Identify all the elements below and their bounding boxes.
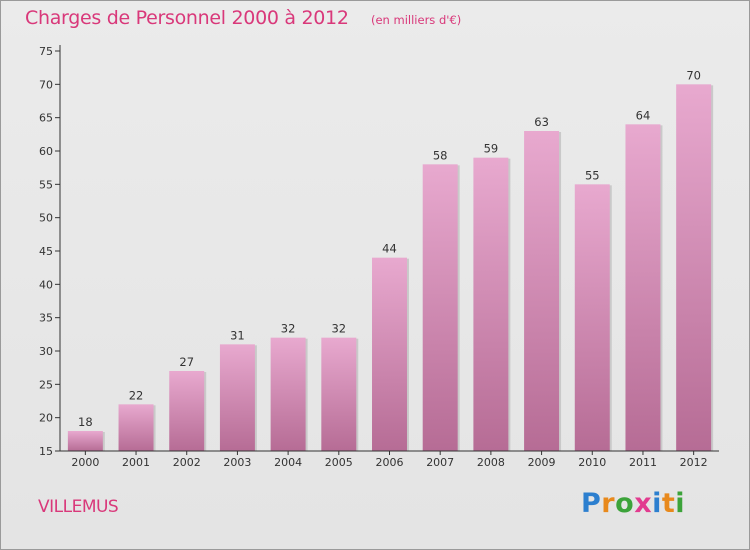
x-tick-label: 2010: [578, 456, 606, 469]
y-tick-label: 70: [39, 78, 53, 91]
x-tick-label: 2011: [629, 456, 657, 469]
bar-value-label: 59: [484, 142, 499, 156]
bar-2011: [625, 124, 661, 451]
bar-2004: [270, 337, 306, 451]
bar-value-label: 58: [433, 148, 448, 162]
x-tick-label: 2002: [173, 456, 201, 469]
brand-letter: t: [661, 488, 676, 519]
y-tick-label: 40: [39, 278, 53, 291]
y-tick-label: 60: [39, 145, 53, 158]
x-tick-label: 2004: [274, 456, 302, 469]
x-tick-label: 2001: [122, 456, 150, 469]
x-tick-label: 2000: [71, 456, 99, 469]
bar-value-label: 22: [129, 388, 144, 402]
bar-value-label: 27: [179, 355, 194, 369]
chart-title: Charges de Personnel 2000 à 2012: [25, 7, 349, 29]
y-tick-label: 55: [39, 178, 53, 191]
brand-letter: P: [581, 488, 602, 519]
commune-name: VILLEMUS: [38, 497, 119, 517]
bar-2003: [219, 344, 255, 451]
bar-value-label: 31: [230, 328, 245, 342]
bar-2010: [574, 184, 610, 452]
brand-letter: i: [675, 488, 686, 519]
y-tick-label: 15: [39, 445, 53, 458]
bar-2005: [321, 337, 357, 451]
bar-value-label: 70: [686, 68, 701, 82]
x-axis: 2000 2001 2002 2003 2004 2005 2006 2007 2008 2009…: [60, 450, 719, 469]
x-tick-label: 2007: [426, 456, 454, 469]
bar-2012: [676, 84, 712, 451]
y-tick-label: 75: [39, 45, 53, 58]
bar-2006: [372, 257, 407, 451]
y-tick-label: 30: [39, 345, 53, 358]
bar-2000: [67, 431, 103, 451]
y-tick-label: 65: [39, 112, 53, 125]
x-tick-label: 2005: [325, 456, 353, 469]
bar-value-label: 63: [534, 115, 549, 129]
y-axis: 15 20 25 30 35 40 45 50 55 60 65 70 75: [39, 45, 61, 458]
bar-value-label: 44: [382, 242, 397, 256]
y-tick-label: 35: [39, 312, 53, 325]
bar-2002: [169, 371, 205, 451]
brand-letter: o: [615, 488, 635, 519]
brand-letter: r: [601, 488, 616, 519]
bar-value-label: 55: [585, 168, 600, 182]
bar-value-label: 64: [636, 108, 651, 122]
y-tick-label: 20: [39, 412, 53, 425]
y-tick-label: 45: [39, 245, 53, 258]
y-tick-label: 25: [39, 378, 53, 391]
chart-subtitle: (en milliers d'€): [371, 13, 462, 27]
x-tick-label: 2003: [223, 456, 251, 469]
bar-2001: [118, 404, 154, 451]
brand-letter: x: [634, 488, 653, 519]
x-tick-label: 2006: [376, 456, 404, 469]
x-tick-label: 2008: [477, 456, 505, 469]
bar-value-label: 32: [331, 322, 346, 336]
bar-2009: [524, 131, 560, 451]
x-tick-label: 2012: [680, 456, 708, 469]
bar-2008: [473, 157, 509, 451]
y-tick-label: 50: [39, 212, 53, 225]
brand-logo: Proxiti: [581, 488, 685, 522]
x-tick-label: 2009: [528, 456, 556, 469]
bar-value-label: 32: [281, 322, 296, 336]
bar-2007: [422, 164, 458, 452]
bar-value-label: 18: [78, 415, 93, 429]
brand-letter: i: [652, 488, 662, 519]
bars-group: 18 22 27 31 32 32 44 58 59 63 55 64 70: [67, 68, 714, 452]
